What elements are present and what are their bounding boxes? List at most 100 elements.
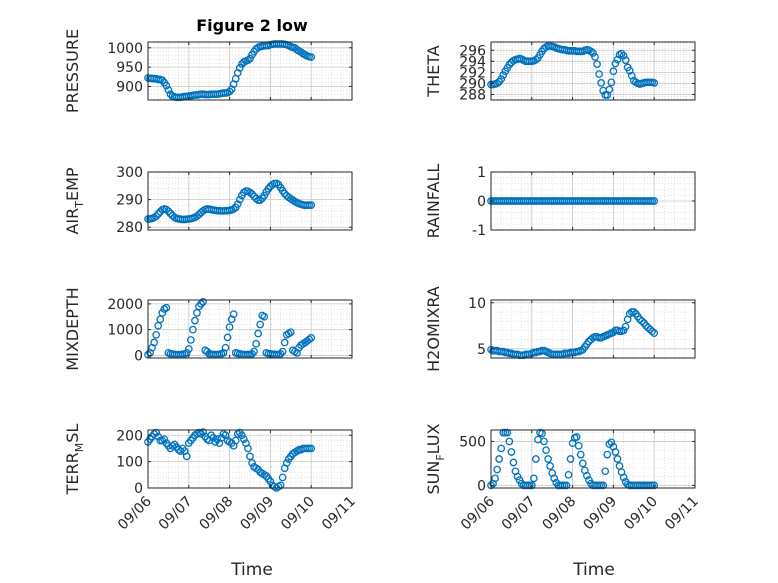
data-point [621,56,630,65]
data-point [574,441,583,450]
data-point [246,188,254,197]
x-tick-label: 09/09 [580,494,620,534]
data-point [544,455,552,463]
data-point [595,70,603,78]
data-point [221,343,230,352]
data-point [164,207,173,216]
data-point [587,47,595,56]
data-point [650,329,659,337]
data-point [166,209,175,218]
data-series [487,42,659,99]
subplot-pressure: 900 950 1000 PRESSURE [63,29,353,113]
x-tick-label: 09/10 [621,494,661,534]
y-tick-label: 200 [116,428,143,444]
data-series [487,197,659,205]
data-point [507,448,516,456]
data-point [197,300,205,308]
data-point [532,55,540,64]
x-tick-label: 09/08 [197,494,237,534]
data-point [164,86,173,94]
axes-box [147,429,353,489]
x-tick-label: 09/10 [278,494,318,534]
y-tick-label: 290 [116,193,143,209]
data-point [266,477,275,486]
data-point [152,330,161,339]
grid [147,42,353,100]
data-point [152,212,161,221]
data-point [235,195,244,204]
data-point [244,56,252,65]
data-series [144,40,316,102]
data-point [286,328,295,337]
data-point [182,452,191,461]
data-point [276,350,285,358]
y-axis-label-main: RAINFALL [424,164,443,239]
data-point [617,49,626,58]
data-point [240,435,248,444]
x-tick-label: 09/11 [662,494,702,534]
data-point [619,326,628,335]
data-point [509,458,518,467]
data-point [278,347,287,356]
axes-box [490,429,696,489]
data-point [152,428,161,437]
data-point [542,446,550,455]
data-point [225,323,234,331]
data-point [505,60,514,69]
data-point [150,338,158,347]
data-point [256,196,265,205]
data-point [648,327,657,336]
data-point [601,467,610,476]
data-point [499,71,508,79]
data-point [307,53,316,61]
subplot-terr: 0 100 200 09/06 09/07 09/08 09/09 09/10 09/11 TER… [63,424,359,534]
data-point [564,470,573,479]
data-point [154,432,163,441]
data-point [158,76,167,85]
y-tick-label: 0 [134,348,143,364]
x-axis-label-left: Time [230,560,273,580]
y-tick-label: 292 [459,65,486,81]
data-point [529,474,538,483]
data-point [550,474,559,483]
data-point [505,437,514,446]
y-tick-label: 5 [477,342,486,358]
data-point [248,459,256,467]
data-point [619,473,628,482]
data-point [191,316,199,325]
data-point [497,75,506,83]
data-point [260,312,269,321]
data-point [162,205,171,214]
data-point [225,87,234,96]
data-point [248,350,256,358]
data-point [233,200,242,208]
x-tick-label: 09/07 [156,494,196,534]
data-point [495,455,504,463]
y-tick-label: 288 [459,87,486,103]
data-point [223,333,232,342]
y-axis-label: TERRMSL [63,424,86,496]
data-point [213,435,222,444]
data-point [246,452,254,461]
y-tick-label: 280 [116,220,143,236]
data-point [158,309,167,317]
y-tick-label: 294 [459,54,486,70]
data-point [546,462,555,470]
data-point [650,79,659,87]
data-point [589,49,597,57]
data-point [527,481,536,490]
data-point [280,189,289,198]
data-point [503,428,512,437]
subplot-h2omixra: 5 10 H2OMIXRA [424,286,696,372]
y-axis-label-suffix: EMP [63,167,82,201]
data-point [609,67,618,76]
axes-box [147,171,353,231]
y-tick-label: 500 [459,434,486,450]
axes-box [147,299,353,359]
data-point [607,438,616,447]
data-point [189,325,197,334]
y-axis-label-main: H2OMIXRA [424,286,443,372]
data-point [605,85,614,94]
y-tick-label: 1000 [107,323,143,339]
data-point [162,81,171,90]
